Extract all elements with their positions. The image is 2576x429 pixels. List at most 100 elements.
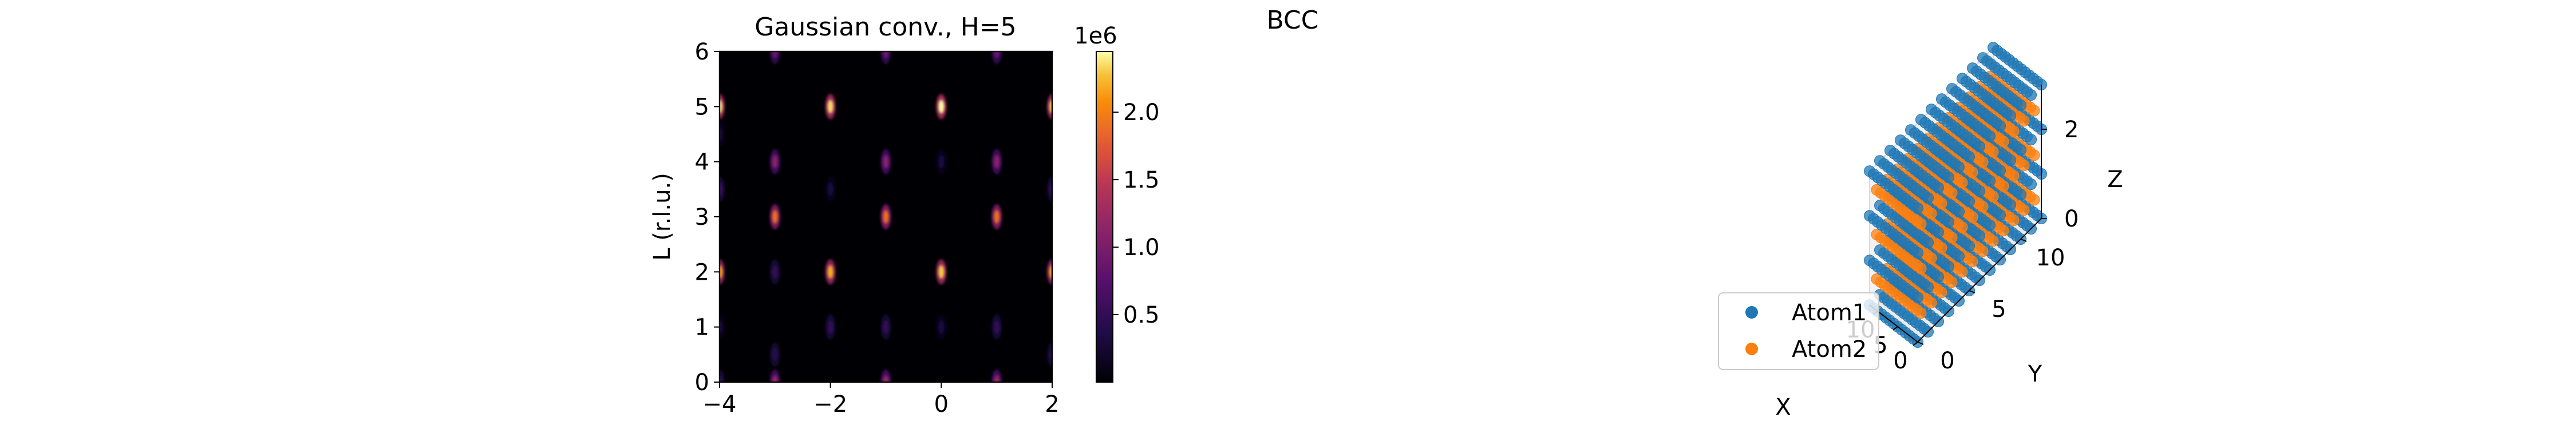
heatmap-peak	[769, 341, 780, 367]
atom2-point	[2028, 105, 2040, 117]
heatmap-peak	[880, 314, 891, 340]
heatmap-panel: Gaussian conv., H=5 −4 −2 0 2 0 1 2 3 4 5 6 L (r.…	[649, 13, 1060, 418]
atom1-point	[2005, 199, 2016, 210]
atom1-point	[1922, 237, 1934, 248]
atom1-point	[1912, 202, 1923, 214]
atom2-point	[1977, 245, 1989, 257]
atom2-point	[1987, 146, 1999, 158]
atom2-point	[1987, 235, 1999, 247]
heatmap-peak	[825, 176, 836, 202]
atom1-point	[1933, 182, 1944, 193]
heatmap-peak	[1047, 259, 1052, 285]
legend-marker-atom2	[1745, 343, 1758, 355]
scatter3d-y-label: Y	[2028, 361, 2042, 387]
atom2-point	[2008, 125, 2020, 137]
heatmap-peak	[991, 314, 1002, 340]
heatmap-peak	[880, 370, 891, 382]
atom1-point	[1943, 216, 1954, 228]
atom1-point	[1974, 141, 1985, 152]
atom1-point	[2015, 189, 2026, 200]
scatter3d-panel: 0510051002 X Y Z Atom1 Atom2	[1718, 42, 2123, 420]
atom1-point	[1963, 240, 1975, 252]
atom2-point	[1966, 256, 1978, 268]
z-tick-label: 2	[2064, 117, 2079, 143]
atom1-point	[1974, 230, 1985, 241]
atom1-point	[1984, 130, 1996, 142]
atom2-point	[1987, 190, 1999, 202]
heatmap-peak	[769, 204, 780, 229]
atom1-point	[1933, 227, 1944, 238]
x-tick	[1913, 341, 1918, 346]
heatmap-x-tick-label: 2	[1045, 391, 1059, 418]
atom2-point	[1977, 201, 1989, 213]
y-tick-label: 10	[2036, 245, 2065, 271]
heatmap-peak	[720, 314, 725, 340]
atom1-point	[1974, 185, 1985, 197]
atom1-point	[1953, 206, 1965, 217]
heatmap-peak	[1047, 94, 1052, 120]
atom1-point	[1922, 192, 1934, 204]
atom1-point	[1943, 261, 1954, 272]
heatmap-peaks	[720, 51, 1052, 382]
heatmap-peak	[936, 314, 947, 340]
heatmap-peak	[936, 259, 947, 285]
atom2-point	[1977, 156, 1989, 168]
heatmap-x-tick-label: 0	[934, 391, 949, 418]
atom2-point	[2028, 149, 2040, 161]
colorbar-tick-label: 2.0	[1123, 100, 1160, 126]
x-tick-label: 0	[1893, 348, 1907, 374]
z-tick-label: 0	[2064, 206, 2079, 232]
atom1-point	[1922, 281, 1934, 293]
atom2-point	[1946, 232, 1958, 244]
heatmap-peak	[991, 204, 1002, 229]
heatmap-peak	[936, 94, 947, 120]
heatmap-x-tick-label: −4	[703, 391, 737, 418]
atom2-point	[1997, 136, 2009, 148]
atom2-point	[2008, 214, 2020, 227]
atom2-point	[1935, 287, 1947, 299]
heatmap-peak	[720, 94, 725, 120]
heatmap-title: Gaussian conv., H=5	[754, 13, 1016, 42]
atom2-point	[2018, 160, 2030, 172]
heatmap-peak	[825, 259, 836, 285]
atom2-point	[1997, 225, 2009, 237]
atom2-point	[1997, 180, 2009, 192]
atom1-point	[1984, 220, 1996, 231]
heatmap-peak	[1047, 341, 1052, 367]
colorbar-tick-label: 0.5	[1123, 302, 1160, 328]
atom2-point	[1956, 221, 1968, 233]
heatmap-peak	[769, 51, 780, 64]
x-tick	[1893, 326, 1898, 331]
atom2-point	[1935, 242, 1947, 254]
heatmap-x-ticks: −4 −2 0 2	[703, 382, 1060, 418]
atom1-point	[2005, 110, 2016, 121]
scatter3d-x-label: X	[1775, 394, 1791, 420]
atom1-point	[2025, 134, 2037, 145]
atom2-point	[2018, 204, 2030, 216]
heatmap-y-tick-label: 4	[695, 149, 709, 176]
heatmap-y-tick-label: 1	[695, 315, 709, 341]
scatter3d-z-label: Z	[2107, 166, 2123, 193]
atom2-point	[1915, 307, 1927, 319]
heatmap-peak	[991, 149, 1002, 174]
heatmap-peak	[720, 176, 725, 202]
atom2-point	[1956, 266, 1968, 278]
heatmap-peak	[769, 259, 780, 285]
atom1-point	[1953, 251, 1965, 262]
legend-marker-atom1	[1745, 306, 1758, 319]
heatmap-peak	[880, 51, 891, 64]
y-tick	[2020, 239, 2027, 242]
heatmap-peak	[825, 94, 836, 120]
heatmap-y-ticks: 0 1 2 3 4 5 6	[695, 39, 720, 396]
atom2-point	[1956, 177, 1968, 189]
heatmap-y-tick-label: 0	[695, 370, 709, 396]
atom2-point	[2028, 194, 2040, 206]
heatmap-peak	[880, 204, 891, 229]
atom2-point	[2018, 115, 2030, 127]
atom1-point	[1994, 209, 2006, 221]
heatmap-peak	[936, 149, 947, 174]
heatmap-peak	[880, 149, 891, 174]
atom1-point	[1912, 247, 1923, 259]
heatmap-peak	[825, 314, 836, 340]
atom1-point	[1984, 175, 1996, 186]
